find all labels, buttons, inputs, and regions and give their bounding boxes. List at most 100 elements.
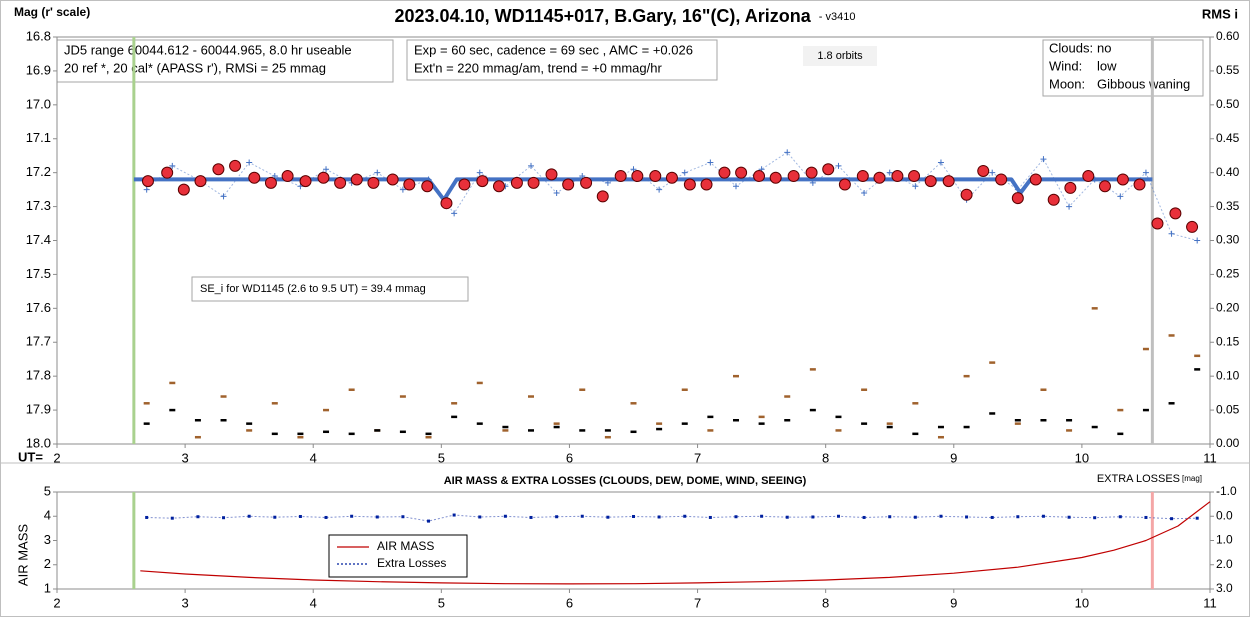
data-point [503, 514, 507, 518]
data-point [785, 515, 789, 519]
data-point [735, 166, 748, 179]
data-point [403, 178, 416, 191]
y2-tick-label: 0.60 [1216, 29, 1240, 43]
y-tick-label: 16.8 [26, 28, 51, 43]
data-point [476, 175, 489, 188]
data-point [350, 173, 363, 186]
data-point [632, 514, 635, 518]
subtitle: - v3410 [819, 11, 856, 23]
y-tick-label: 16.9 [26, 62, 51, 77]
data-point [631, 170, 644, 183]
data-point [247, 514, 251, 518]
data-point [1117, 193, 1124, 200]
data-point [421, 180, 434, 193]
data-point [553, 190, 560, 197]
data-point [545, 168, 558, 181]
chart-title: AIR MASS & EXTRA LOSSES (CLOUDS, DEW, DO… [444, 475, 807, 487]
y2-tick-label: 0.30 [1216, 233, 1240, 247]
data-point [580, 514, 584, 518]
data-point [681, 169, 688, 176]
data-point [836, 514, 840, 518]
annotation: SE_i for WD1145 (2.6 to 9.5 UT) = 39.4 m… [200, 283, 426, 295]
x-tick-label: 3 [181, 450, 188, 465]
x-tick-label: 7 [694, 450, 701, 465]
y2-tick-label: 0.35 [1216, 199, 1240, 213]
data-point [683, 178, 696, 191]
y2-tick-label: 0.45 [1216, 131, 1240, 145]
y-tick-label: 3 [44, 532, 51, 547]
data-point [580, 176, 593, 189]
x-tick-label: 5 [438, 450, 445, 465]
y2-tick-label: 0.0 [1216, 508, 1233, 522]
data-point [440, 197, 453, 210]
data-point [1098, 180, 1111, 193]
data-point [760, 514, 764, 518]
data-point [707, 159, 714, 166]
data-point [510, 176, 523, 189]
series-line [146, 514, 1198, 522]
data-point [334, 176, 347, 189]
data-point [908, 170, 921, 183]
data-point [732, 183, 739, 190]
data-point [299, 175, 312, 188]
condition-value: Gibbous waning [1097, 76, 1190, 91]
x-tick-label: 2 [53, 450, 60, 465]
data-point [562, 178, 575, 191]
data-point [170, 516, 174, 520]
data-point [1170, 517, 1174, 521]
x-tick-label: 6 [566, 450, 573, 465]
data-point [458, 178, 471, 191]
data-point [1151, 217, 1164, 230]
data-point [912, 183, 919, 190]
condition-value: no [1097, 40, 1111, 55]
condition-value: low [1097, 58, 1117, 73]
y2-tick-label: 0.05 [1216, 402, 1240, 416]
data-point [753, 170, 766, 183]
data-point [229, 159, 242, 172]
data-point [683, 514, 687, 518]
data-point [838, 178, 851, 191]
orbits-box [803, 46, 877, 66]
data-point [888, 515, 892, 519]
y2-axis-unit: [mag] [1182, 474, 1202, 483]
y-tick-label: 17.3 [26, 198, 51, 213]
title-text: 2023.04.10, WD1145+017, B.Gary, 16"(C), … [395, 6, 812, 26]
y2-tick-label: 2.0 [1216, 557, 1233, 571]
x-tick-label: 11 [1203, 595, 1217, 610]
data-point [298, 514, 302, 518]
conditions-box [1042, 39, 1204, 97]
y2-tick-label: 0.25 [1216, 267, 1240, 281]
data-point [1064, 181, 1077, 194]
data-point [1186, 220, 1199, 233]
data-point [1195, 516, 1199, 520]
x-tick-label: 10 [1075, 450, 1089, 465]
data-point [478, 515, 482, 519]
data-point [401, 515, 405, 519]
data-point [835, 162, 842, 169]
x-tick-label: 8 [822, 595, 829, 610]
data-point [886, 169, 893, 176]
data-point [141, 175, 154, 188]
y-tick-label: 17.5 [26, 266, 51, 281]
annotation: Ext'n = 220 mmag/am, trend = +0 mmag/hr [414, 60, 662, 75]
data-point [1194, 237, 1201, 244]
y-tick-label: 17.9 [26, 402, 51, 417]
data-point [212, 163, 225, 176]
x-tick-label: 2 [53, 595, 60, 610]
x-tick-label: 5 [438, 595, 445, 610]
data-point [145, 515, 149, 519]
data-point [528, 162, 535, 169]
data-point [1029, 173, 1042, 186]
info-box [191, 276, 469, 302]
data-point [822, 163, 835, 176]
y2-tick-label: 0.00 [1216, 436, 1240, 450]
data-point [222, 516, 226, 520]
data-point [891, 170, 904, 183]
y-tick-label: 17.0 [26, 96, 51, 111]
data-point [861, 190, 868, 197]
data-point [451, 210, 458, 217]
data-point [913, 515, 917, 519]
annotation: JD5 range 60044.612 - 60044.965, 8.0 hr … [64, 42, 352, 57]
x-tick-label: 10 [1075, 595, 1089, 610]
